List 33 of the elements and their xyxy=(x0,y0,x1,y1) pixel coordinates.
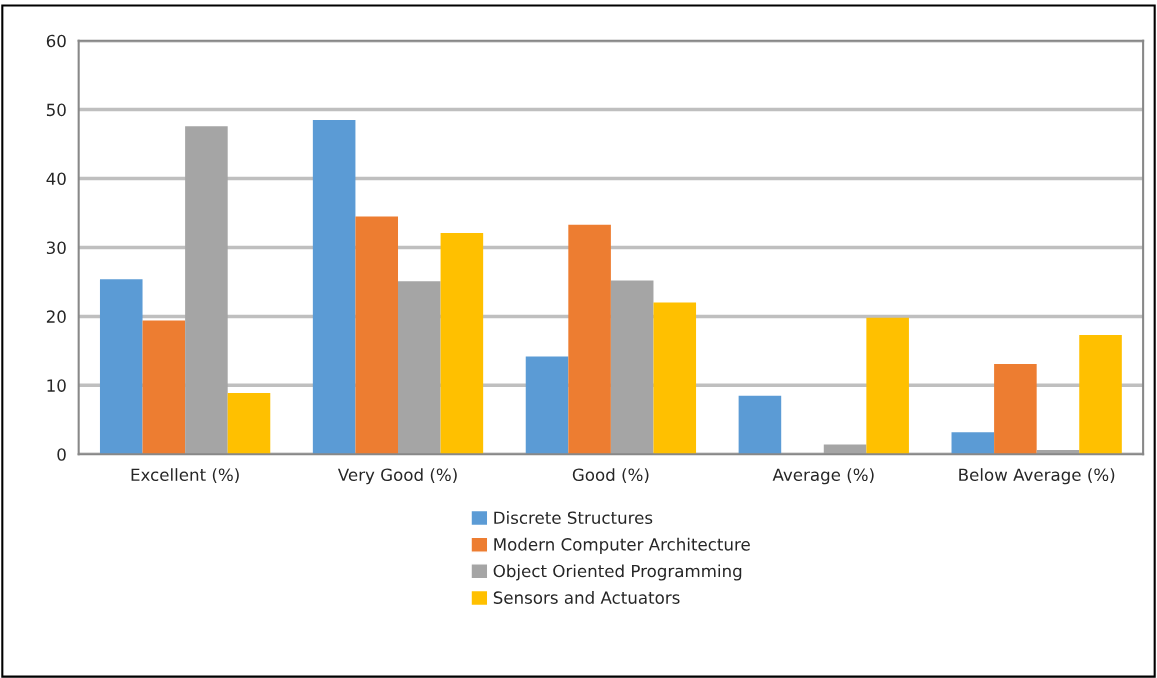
bar xyxy=(610,280,654,455)
bar xyxy=(227,392,271,455)
y-tick-label: 10 xyxy=(47,379,66,392)
bar xyxy=(185,126,228,455)
bar xyxy=(994,363,1037,455)
legend-label: Sensors and Actuators xyxy=(493,591,680,604)
bar xyxy=(738,395,782,455)
bar xyxy=(1079,335,1122,455)
legend-label: Object Oriented Programming xyxy=(493,564,742,581)
bar xyxy=(312,119,356,455)
y-tick-label: 60 xyxy=(46,34,66,48)
y-tick-label: 0 xyxy=(57,448,66,461)
y-tick-label: 20 xyxy=(46,310,66,323)
x-tick-label: Good (%) xyxy=(572,468,649,484)
bar xyxy=(653,302,697,455)
y-tick-label: 50 xyxy=(46,103,66,117)
bar xyxy=(568,224,611,455)
bar xyxy=(951,432,995,455)
bar xyxy=(142,320,186,455)
bar xyxy=(440,232,484,455)
legend-label: Modern Computer Architecture xyxy=(494,537,750,554)
y-tick-label: 30 xyxy=(46,241,66,255)
x-tick-label: Very Good (%) xyxy=(337,468,457,485)
bar xyxy=(398,281,441,455)
y-tick-label: 40 xyxy=(46,172,66,186)
x-tick-label: Excellent (%) xyxy=(131,468,239,484)
bar xyxy=(525,356,569,455)
bar xyxy=(99,279,143,455)
bar xyxy=(866,317,909,455)
x-tick-label: Average (%) xyxy=(772,468,874,485)
legend-label: Discrete Structures xyxy=(494,511,653,525)
x-tick-label: Below Average (%) xyxy=(959,468,1115,485)
bar xyxy=(355,216,399,455)
